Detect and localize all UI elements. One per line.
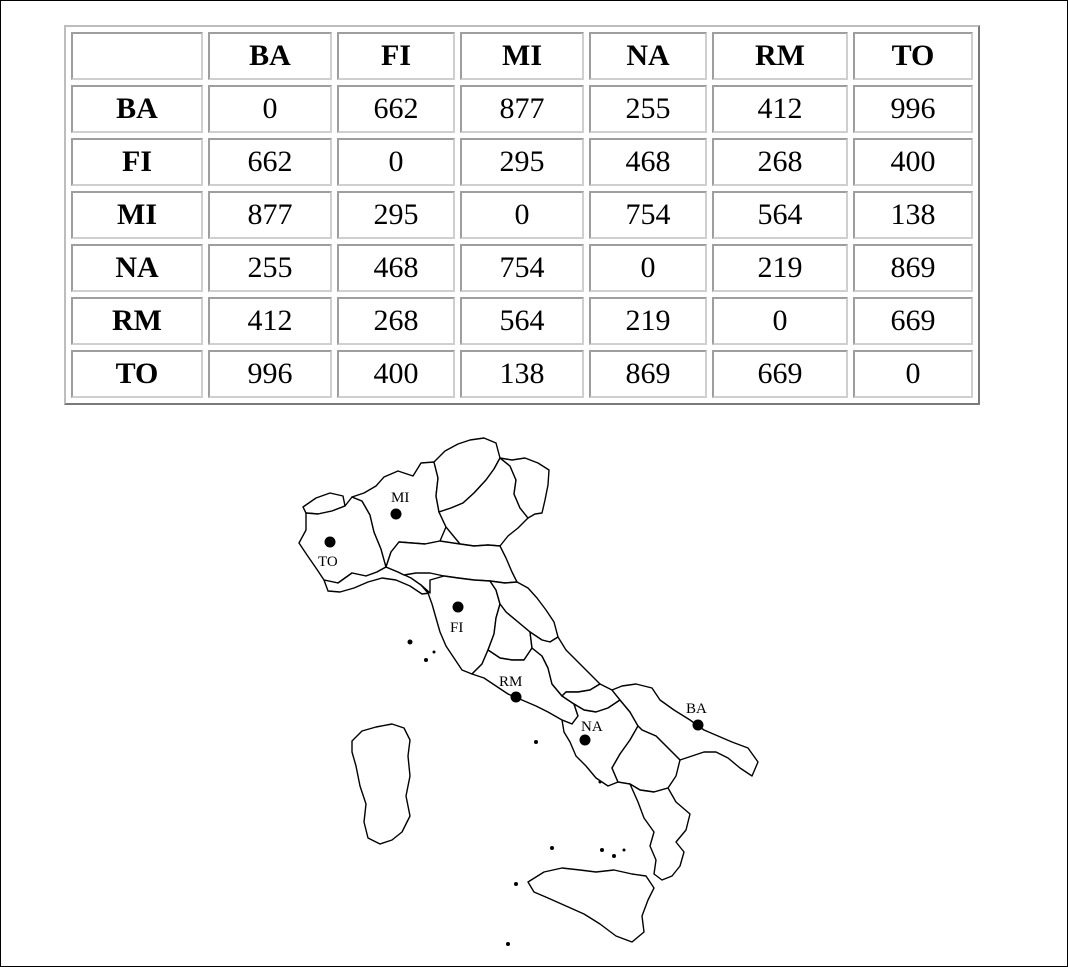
islet-eolie-1	[600, 848, 604, 852]
city-dot-rm	[510, 691, 522, 703]
row-header: FI	[71, 138, 203, 186]
distance-cell: 268	[337, 297, 455, 345]
distance-cell: 669	[712, 350, 848, 398]
distance-cell: 219	[712, 244, 848, 292]
header-row: BA FI MI NA RM TO	[71, 32, 973, 80]
islet-giglio	[424, 658, 428, 662]
italy-map: MI TO FI RM NA BA	[298, 437, 759, 946]
city-dot-to	[324, 536, 336, 548]
distance-cell: 0	[337, 138, 455, 186]
table-row: FI 662 0 295 468 268 400	[71, 138, 973, 186]
distance-cell: 877	[208, 191, 332, 239]
corner-cell	[71, 32, 203, 80]
distance-cell: 295	[460, 138, 584, 186]
row-header: RM	[71, 297, 203, 345]
islet-pianosa	[432, 650, 436, 654]
city-label-mi: MI	[391, 490, 409, 506]
distance-cell: 219	[589, 297, 707, 345]
table-row: TO 996 400 138 869 669 0	[71, 350, 973, 398]
distance-cell: 412	[712, 85, 848, 133]
distance-cell: 662	[208, 138, 332, 186]
distance-cell: 996	[208, 350, 332, 398]
distance-cell: 138	[460, 350, 584, 398]
island-sicilia	[527, 867, 655, 943]
distance-cell: 412	[208, 297, 332, 345]
distance-cell: 662	[337, 85, 455, 133]
column-header: TO	[853, 32, 973, 80]
city-dot-mi	[390, 508, 402, 520]
region-emilia-romagna	[385, 540, 518, 584]
city-label-to: TO	[318, 554, 338, 570]
distance-cell: 877	[460, 85, 584, 133]
city-dot-ba	[692, 719, 704, 731]
distance-table: BA FI MI NA RM TO BA 0 662 877 255 412 996 FI 662 0 295 4…	[64, 25, 980, 405]
islet-capri	[598, 780, 602, 784]
row-header: BA	[71, 85, 203, 133]
table-row: MI 877 295 0 754 564 138	[71, 191, 973, 239]
city-dot-fi	[452, 601, 464, 613]
column-header: BA	[208, 32, 332, 80]
map-islands	[351, 639, 655, 946]
islet-egadi	[514, 882, 518, 886]
distance-cell: 869	[853, 244, 973, 292]
region-friuli	[499, 457, 550, 519]
column-header: RM	[712, 32, 848, 80]
islet-elba	[407, 639, 413, 645]
city-markers: MI TO FI RM NA BA	[318, 490, 707, 746]
islet-ustica	[550, 846, 554, 850]
distance-cell: 754	[460, 244, 584, 292]
region-calabria	[629, 783, 691, 881]
column-header: FI	[337, 32, 455, 80]
city-label-na: NA	[581, 719, 603, 735]
distance-cell: 268	[712, 138, 848, 186]
distance-cell: 468	[337, 244, 455, 292]
city-label-fi: FI	[450, 620, 463, 636]
distance-cell: 996	[853, 85, 973, 133]
islet-eolie-3	[622, 848, 626, 852]
city-label-rm: RM	[499, 674, 522, 690]
distance-cell: 0	[712, 297, 848, 345]
table-row: NA 255 468 754 0 219 869	[71, 244, 973, 292]
distance-cell: 255	[208, 244, 332, 292]
distance-cell: 138	[853, 191, 973, 239]
distance-cell: 400	[337, 350, 455, 398]
distance-cell: 869	[589, 350, 707, 398]
table-row: RM 412 268 564 219 0 669	[71, 297, 973, 345]
distance-cell: 669	[853, 297, 973, 345]
distance-cell: 400	[853, 138, 973, 186]
row-header: MI	[71, 191, 203, 239]
column-header: MI	[460, 32, 584, 80]
distance-cell: 564	[712, 191, 848, 239]
city-label-ba: BA	[686, 701, 707, 717]
islet-eolie-2	[612, 854, 616, 858]
distance-cell: 0	[853, 350, 973, 398]
distance-cell: 255	[589, 85, 707, 133]
map-regions	[298, 437, 759, 881]
distance-cell: 564	[460, 297, 584, 345]
distance-cell: 295	[337, 191, 455, 239]
city-dot-na	[579, 734, 591, 746]
table-row: BA 0 662 877 255 412 996	[71, 85, 973, 133]
distance-cell: 0	[208, 85, 332, 133]
distance-cell: 754	[589, 191, 707, 239]
distance-cell: 468	[589, 138, 707, 186]
island-sardegna	[351, 723, 411, 845]
distance-cell: 0	[460, 191, 584, 239]
column-header: NA	[589, 32, 707, 80]
islet-pantelleria	[506, 942, 510, 946]
row-header: NA	[71, 244, 203, 292]
islet-ponza	[534, 740, 538, 744]
row-header: TO	[71, 350, 203, 398]
distance-cell: 0	[589, 244, 707, 292]
